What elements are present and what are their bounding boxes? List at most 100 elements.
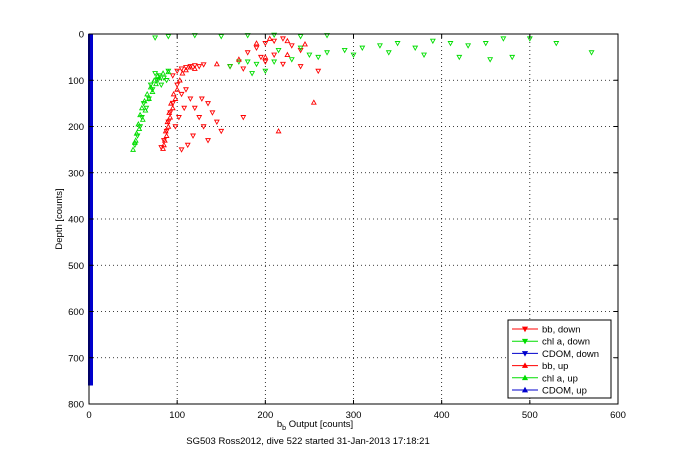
data-point: [190, 133, 197, 139]
data-point: [297, 45, 304, 52]
data-point: [134, 133, 141, 139]
data-point: [165, 68, 172, 75]
data-point: [198, 96, 205, 102]
data-point: [271, 32, 278, 39]
data-point: [288, 43, 295, 49]
legend-marker: [521, 362, 529, 368]
data-point: [136, 125, 143, 132]
data-point: [137, 111, 144, 118]
data-point: [169, 73, 176, 79]
ticks: 0 100 200 300 400 500 600 0 100 200 300 400 500 600 70…: [68, 30, 626, 422]
data-point: [139, 116, 146, 122]
data-point: [266, 35, 273, 41]
y-tick-label: 0: [79, 30, 84, 41]
data-point: [244, 59, 251, 65]
x-tick-label: 100: [169, 410, 185, 421]
data-point: [280, 36, 286, 42]
data-point: [168, 100, 174, 106]
data-point: [133, 130, 140, 136]
data-point: [187, 64, 194, 70]
data-point: [240, 66, 247, 72]
data-point: [271, 59, 278, 65]
data-point: [200, 124, 207, 130]
y-tick-label: 500: [68, 261, 84, 272]
data-point: [178, 147, 185, 153]
data-point: [132, 137, 139, 143]
data-point: [487, 57, 494, 63]
data-point: [156, 74, 163, 81]
series-chl-a-up: [130, 68, 172, 152]
data-point: [235, 56, 242, 62]
data-point: [179, 70, 186, 76]
data-point: [175, 115, 182, 121]
y-tick-label: 700: [68, 353, 84, 364]
y-tick-label: 800: [68, 400, 84, 411]
data-point: [447, 41, 454, 47]
data-point: [160, 145, 167, 151]
data-point: [394, 41, 401, 47]
data-point: [509, 54, 516, 61]
data-point: [165, 34, 172, 40]
data-point: [350, 52, 357, 58]
data-point: [163, 78, 170, 84]
data-point: [166, 109, 173, 115]
data-point: [178, 66, 185, 72]
data-point: [253, 61, 260, 68]
data-point: [271, 38, 278, 45]
data-point: [153, 80, 159, 87]
data-point: [174, 82, 181, 89]
data-point: [500, 36, 507, 42]
data-point: [205, 138, 211, 144]
data-point: [161, 137, 168, 143]
data-point: [151, 77, 158, 83]
data-point: [162, 127, 169, 134]
data-point: [262, 59, 269, 65]
legend-marker: [521, 374, 529, 381]
series-bb-up: [160, 35, 317, 151]
data-point: [421, 52, 427, 58]
x-tick-label: 300: [346, 410, 362, 421]
data-point: [163, 128, 170, 135]
data-point: [200, 62, 207, 68]
data-point: [218, 34, 225, 40]
data-point: [184, 142, 191, 149]
data-point: [302, 41, 308, 47]
footer-caption: SG503 Ross2012, dive 522 started 31-Jan-…: [186, 436, 429, 447]
legend-marker: [521, 326, 529, 333]
data-point: [172, 95, 179, 101]
data-point: [178, 91, 185, 98]
data-point: [288, 57, 295, 63]
data-point: [141, 97, 148, 104]
data-point: [187, 96, 194, 102]
cdom-bar: [88, 34, 93, 386]
x-axis-label: bb Output [counts]: [277, 419, 353, 432]
data-point: [191, 105, 198, 112]
data-point: [253, 40, 260, 46]
data-point: [191, 63, 198, 69]
data-point: [275, 127, 282, 134]
data-point: [376, 43, 383, 49]
y-tick-label: 400: [68, 215, 84, 226]
data-point: [412, 45, 419, 52]
data-point: [213, 119, 220, 126]
data-point: [135, 121, 142, 127]
legend-label: CDOM, down: [542, 349, 599, 360]
data-point: [297, 34, 304, 40]
x-axis-label-rest: Output [counts]: [286, 419, 353, 430]
legend-marker: [521, 351, 529, 357]
data-point: [156, 73, 163, 79]
data-point: [160, 70, 167, 76]
data-point: [145, 95, 152, 101]
data-point: [183, 87, 189, 93]
data-point: [324, 50, 331, 56]
series-chl-a-down: [131, 32, 595, 149]
data-point: [213, 60, 220, 67]
y-axis-label: Depth [counts]: [54, 188, 65, 249]
x-tick-label: 200: [257, 410, 273, 421]
data-point: [240, 115, 247, 121]
data-point: [262, 68, 269, 75]
data-point: [183, 66, 189, 73]
data-point: [165, 119, 172, 126]
data-point: [191, 65, 198, 71]
